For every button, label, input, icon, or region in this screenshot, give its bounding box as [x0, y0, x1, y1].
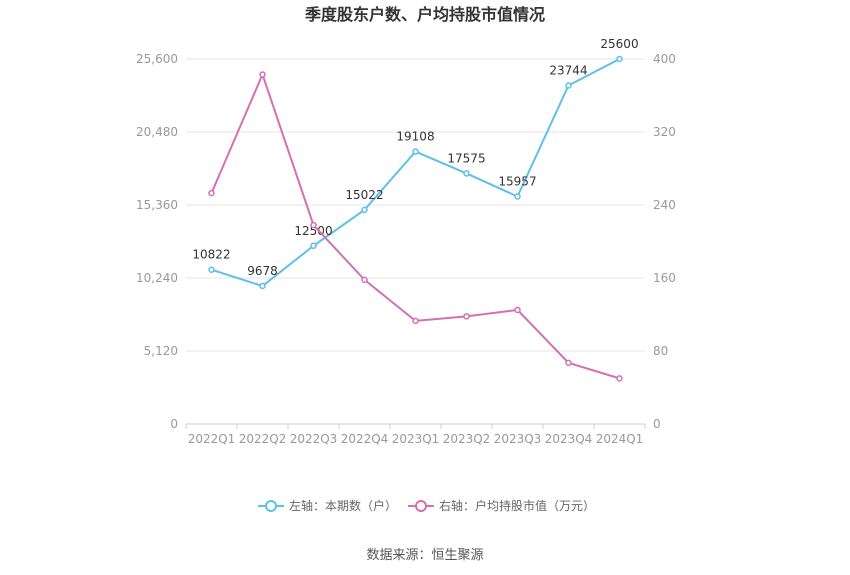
- data-point[interactable]: [463, 170, 470, 177]
- legend-marker: [415, 500, 427, 512]
- data-point[interactable]: [259, 282, 266, 290]
- grid-lines: [186, 58, 645, 425]
- right-tick-label: 160: [653, 271, 676, 285]
- series-line: [210, 71, 620, 380]
- left-tick-label: 10,240: [136, 271, 178, 285]
- series-2: [208, 71, 623, 382]
- data-point[interactable]: [616, 375, 623, 382]
- x-tick-label: 2022Q3: [290, 432, 338, 446]
- data-label: 23744: [549, 63, 587, 77]
- left-tick-label: 25,600: [136, 52, 178, 66]
- left-tick-label: 20,480: [136, 125, 178, 139]
- source-note: 数据来源：恒生聚源: [366, 548, 483, 563]
- legend-item-1[interactable]: 左轴：本期数（户）: [258, 498, 397, 513]
- right-tick-label: 240: [653, 198, 676, 212]
- data-point[interactable]: [514, 193, 521, 200]
- x-tick-label: 2022Q2: [239, 432, 287, 446]
- data-point[interactable]: [463, 313, 470, 320]
- data-point[interactable]: [208, 189, 215, 197]
- data-label: 9678: [247, 264, 278, 278]
- data-point[interactable]: [208, 266, 215, 273]
- series-1: 1082296781250015022191081757515957237442…: [192, 37, 639, 290]
- left-tick-label: 0: [170, 417, 178, 431]
- data-point[interactable]: [310, 242, 317, 250]
- data-point[interactable]: [310, 221, 317, 229]
- data-label: 15957: [498, 174, 536, 188]
- legend-marker: [265, 500, 277, 512]
- data-point[interactable]: [565, 359, 572, 367]
- right-tick-label: 320: [653, 125, 676, 139]
- x-tick-label: 2023Q1: [392, 432, 440, 446]
- x-tick-label: 2022Q4: [341, 432, 389, 446]
- right-tick-label: 400: [653, 52, 676, 66]
- series-line: [211, 58, 620, 288]
- data-point[interactable]: [259, 71, 266, 78]
- data-point[interactable]: [361, 276, 368, 284]
- x-tick-label: 2023Q4: [545, 432, 593, 446]
- left-tick-label: 15,360: [136, 198, 178, 212]
- left-axis: 0 5,120 10,240 15,360 20,480 25,600: [136, 52, 178, 431]
- data-point[interactable]: [412, 148, 419, 155]
- data-label: 15022: [345, 188, 383, 202]
- data-label: 25600: [600, 37, 638, 51]
- x-tick-label: 2023Q3: [494, 432, 542, 446]
- legend-item-2[interactable]: 右轴：户均持股市值（万元）: [408, 498, 595, 513]
- data-label: 17575: [447, 151, 485, 165]
- x-tick-label: 2024Q1: [596, 432, 644, 446]
- x-axis: 2022Q1 2022Q2 2022Q3 2022Q4 2023Q1 2023Q2 2023…: [185, 424, 646, 446]
- legend-label: 右轴：户均持股市值（万元）: [439, 498, 595, 513]
- legend-label: 左轴：本期数（户）: [289, 498, 397, 513]
- data-point[interactable]: [412, 317, 419, 325]
- x-tick-label: 2023Q2: [443, 432, 491, 446]
- chart-title: 季度股东户数、户均持股市值情况: [304, 5, 545, 24]
- legend[interactable]: 左轴：本期数（户） 右轴：户均持股市值（万元）: [258, 498, 595, 513]
- series-layer: 1082296781250015022191081757515957237442…: [192, 37, 639, 382]
- data-point[interactable]: [565, 82, 572, 89]
- x-tick-label: 2022Q1: [188, 432, 236, 446]
- data-point[interactable]: [514, 306, 521, 314]
- data-label: 19108: [396, 130, 434, 144]
- right-axis: 0 80 160 240 320 400: [653, 52, 676, 431]
- right-tick-label: 80: [653, 344, 668, 358]
- data-point[interactable]: [361, 206, 368, 214]
- data-point[interactable]: [616, 55, 623, 63]
- left-tick-label: 5,120: [144, 344, 178, 358]
- right-tick-label: 0: [653, 417, 661, 431]
- data-label: 10822: [192, 248, 230, 262]
